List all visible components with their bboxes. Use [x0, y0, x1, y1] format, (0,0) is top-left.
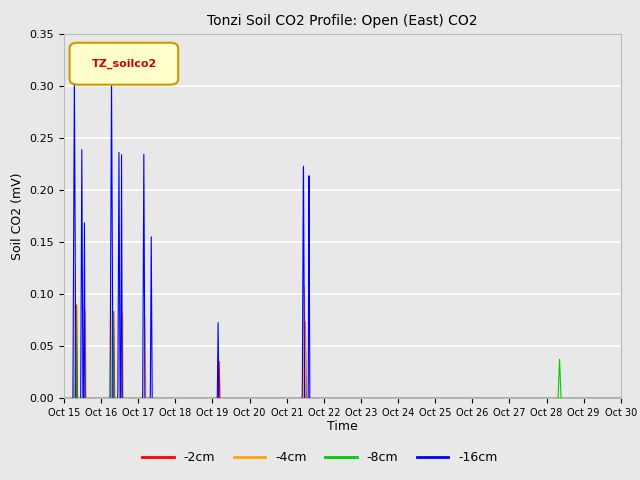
FancyBboxPatch shape — [70, 43, 178, 84]
Legend: -2cm, -4cm, -8cm, -16cm: -2cm, -4cm, -8cm, -16cm — [138, 446, 502, 469]
Text: TZ_soilco2: TZ_soilco2 — [92, 59, 157, 69]
Title: Tonzi Soil CO2 Profile: Open (East) CO2: Tonzi Soil CO2 Profile: Open (East) CO2 — [207, 14, 477, 28]
Y-axis label: Soil CO2 (mV): Soil CO2 (mV) — [11, 172, 24, 260]
X-axis label: Time: Time — [327, 420, 358, 432]
